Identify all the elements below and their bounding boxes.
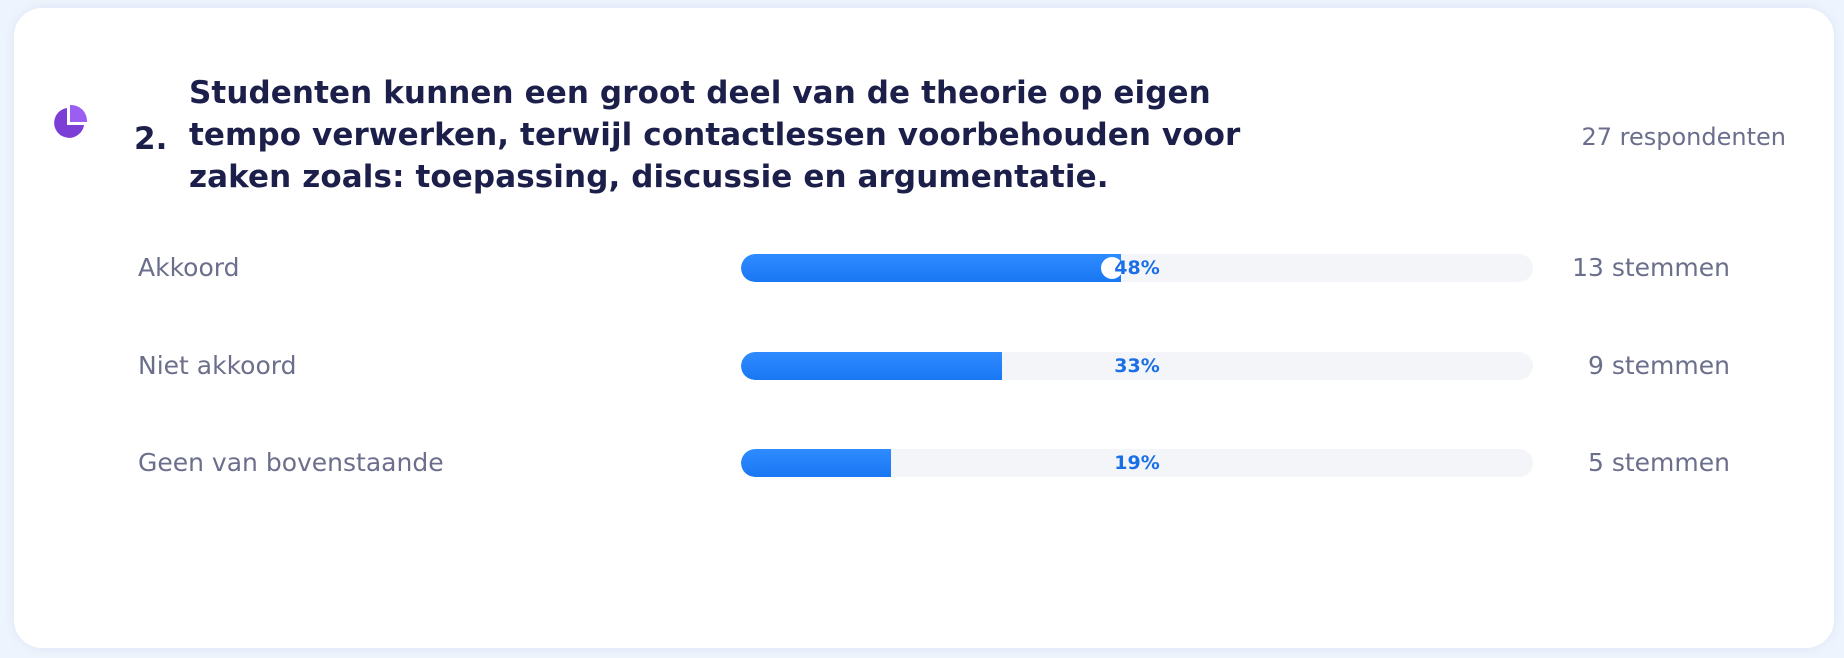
vote-count: 5 stemmen [1588, 448, 1730, 477]
option-row: Akkoord 48% 13 stemmen [14, 248, 1834, 288]
vote-count: 13 stemmen [1572, 253, 1730, 282]
poll-result-card: 2. Studenten kunnen een groot deel van d… [14, 8, 1834, 648]
percent-label: 33% [1114, 355, 1160, 377]
percent-label: 48% [1114, 257, 1160, 279]
result-bar-fill [741, 254, 1122, 282]
pie-chart-icon [54, 104, 88, 138]
percent-label: 19% [1114, 452, 1160, 474]
option-row: Geen van bovenstaande 19% 5 stemmen [14, 443, 1834, 483]
option-label: Akkoord [138, 253, 240, 282]
vote-count: 9 stemmen [1588, 351, 1730, 380]
option-label: Geen van bovenstaande [138, 448, 444, 477]
question-title: Studenten kunnen een groot deel van de t… [189, 75, 1241, 195]
result-bar-fill [741, 352, 1003, 380]
question-number: 2. [134, 121, 168, 157]
option-label: Niet akkoord [138, 351, 297, 380]
result-bar-fill [741, 449, 892, 477]
percent-pill [1101, 257, 1124, 279]
result-bar: 48% [741, 254, 1533, 282]
result-bar: 19% [741, 449, 1533, 477]
option-row: Niet akkoord 33% 9 stemmen [14, 346, 1834, 386]
respondent-count: 27 respondenten [1581, 123, 1786, 151]
result-bar: 33% [741, 352, 1533, 380]
